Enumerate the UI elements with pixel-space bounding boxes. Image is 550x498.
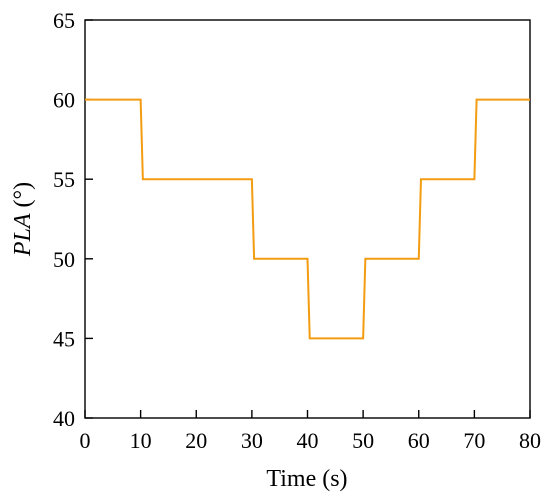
x-tick-label-2: 20 [185, 428, 207, 453]
x-axis: 0 10 20 30 40 50 60 70 80 [80, 410, 541, 453]
x-tick-label-5: 50 [352, 428, 374, 453]
y-axis-title-variable: PLA [10, 213, 36, 257]
x-tick-label-8: 80 [519, 428, 541, 453]
x-tick-label-1: 10 [130, 428, 152, 453]
y-tick-label-2: 50 [53, 247, 75, 272]
y-tick-label-1: 45 [53, 326, 75, 351]
x-axis-title: Time (s) [266, 466, 347, 492]
y-tick-label-3: 55 [53, 167, 75, 192]
y-tick-label-0: 40 [53, 406, 75, 431]
x-tick-label-4: 40 [297, 428, 319, 453]
y-tick-label-5: 65 [53, 8, 75, 33]
y-axis: 40 45 50 55 60 65 [53, 8, 93, 431]
y-tick-label-4: 60 [53, 88, 75, 113]
x-tick-label-6: 60 [408, 428, 430, 453]
series-line-0 [85, 98, 530, 340]
y-axis-title: PLA (°) [10, 182, 36, 257]
series-group [85, 98, 530, 340]
plot-frame [84, 19, 531, 419]
x-tick-label-0: 0 [80, 428, 91, 453]
x-tick-label-7: 70 [463, 428, 485, 453]
y-axis-title-unit: (°) [10, 182, 36, 214]
x-tick-label-3: 30 [241, 428, 263, 453]
